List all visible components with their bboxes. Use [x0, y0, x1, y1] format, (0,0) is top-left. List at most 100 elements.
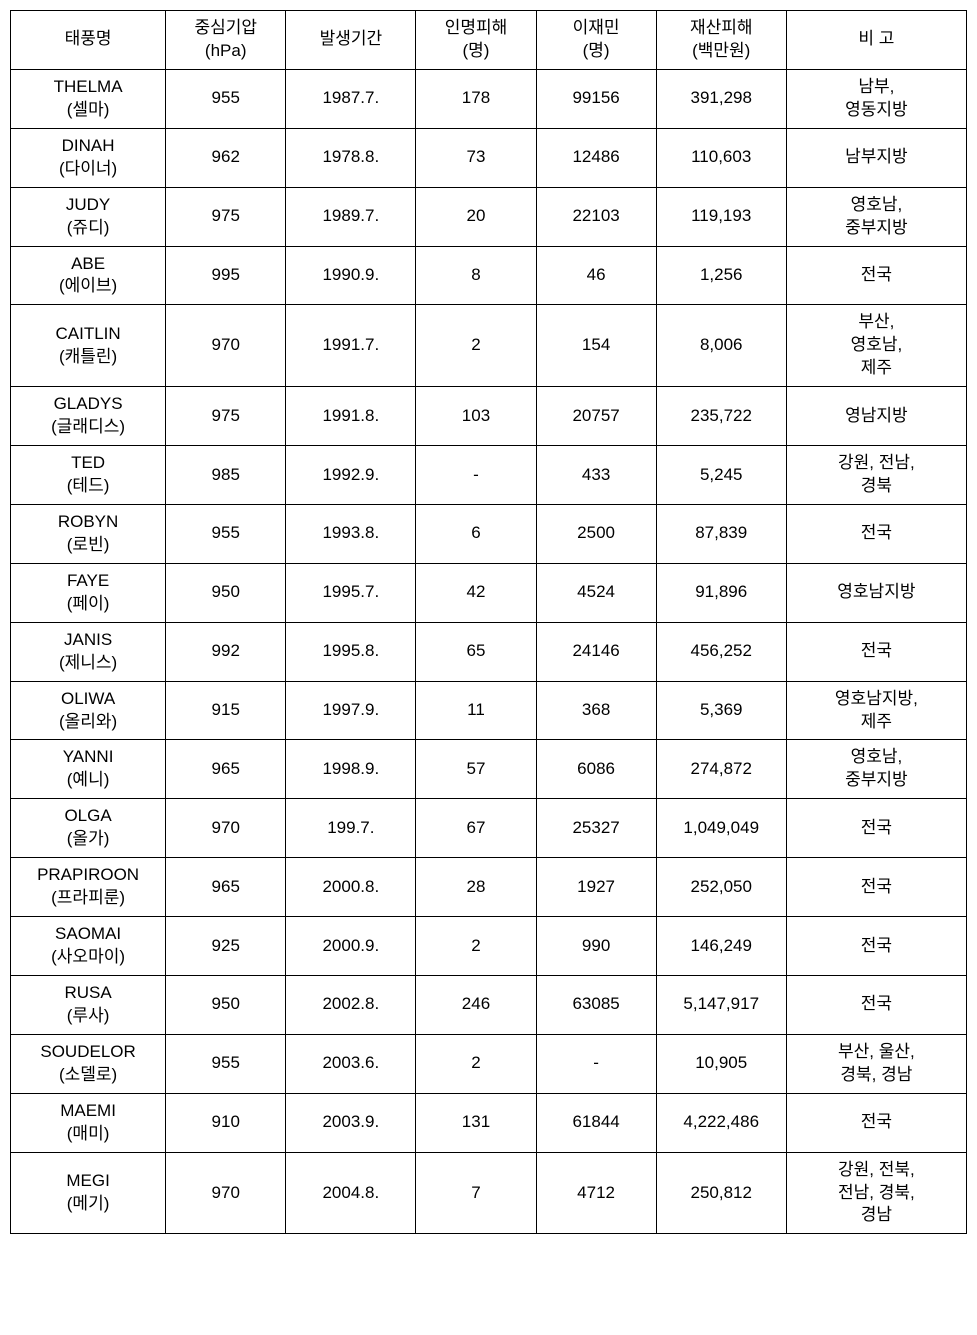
cell-pressure: 975 — [166, 187, 286, 246]
table-row: MEGI (메기)9702004.8.74712250,812강원, 전북, 전… — [11, 1152, 967, 1234]
cell-period: 1991.7. — [286, 305, 416, 387]
table-body: THELMA (셀마)9551987.7.17899156391,298남부, … — [11, 69, 967, 1234]
header-name: 태풍명 — [11, 11, 166, 70]
cell-displaced: 61844 — [536, 1093, 656, 1152]
cell-damage: 5,147,917 — [656, 975, 786, 1034]
cell-displaced: 25327 — [536, 799, 656, 858]
cell-pressure: 970 — [166, 799, 286, 858]
cell-period: 1990.9. — [286, 246, 416, 305]
cell-damage: 110,603 — [656, 128, 786, 187]
cell-pressure: 962 — [166, 128, 286, 187]
cell-damage: 10,905 — [656, 1034, 786, 1093]
cell-displaced: 24146 — [536, 622, 656, 681]
cell-damage: 456,252 — [656, 622, 786, 681]
cell-displaced: 2500 — [536, 504, 656, 563]
cell-name: JUDY (쥬디) — [11, 187, 166, 246]
cell-damage: 252,050 — [656, 858, 786, 917]
cell-damage: 87,839 — [656, 504, 786, 563]
cell-displaced: 990 — [536, 917, 656, 976]
cell-name: CAITLIN (캐틀린) — [11, 305, 166, 387]
header-casualties: 인명피해 (명) — [416, 11, 536, 70]
cell-remarks: 영호남지방, 제주 — [786, 681, 966, 740]
cell-damage: 1,256 — [656, 246, 786, 305]
table-row: JUDY (쥬디)9751989.7.2022103119,193영호남, 중부… — [11, 187, 967, 246]
cell-damage: 91,896 — [656, 563, 786, 622]
table-row: YANNI (예니)9651998.9.576086274,872영호남, 중부… — [11, 740, 967, 799]
table-row: ROBYN (로빈)9551993.8.6250087,839전국 — [11, 504, 967, 563]
cell-name: GLADYS (글래디스) — [11, 387, 166, 446]
cell-pressure: 975 — [166, 387, 286, 446]
cell-name: MEGI (메기) — [11, 1152, 166, 1234]
cell-period: 1989.7. — [286, 187, 416, 246]
table-row: GLADYS (글래디스)9751991.8.10320757235,722영남… — [11, 387, 967, 446]
cell-period: 1998.9. — [286, 740, 416, 799]
cell-name: PRAPIROON (프라피룬) — [11, 858, 166, 917]
cell-name: OLGA (올가) — [11, 799, 166, 858]
cell-name: ROBYN (로빈) — [11, 504, 166, 563]
cell-name: RUSA (루사) — [11, 975, 166, 1034]
cell-remarks: 남부, 영동지방 — [786, 69, 966, 128]
cell-casualties: 131 — [416, 1093, 536, 1152]
cell-remarks: 전국 — [786, 504, 966, 563]
cell-period: 1995.8. — [286, 622, 416, 681]
cell-period: 2003.9. — [286, 1093, 416, 1152]
cell-remarks: 전국 — [786, 858, 966, 917]
cell-pressure: 970 — [166, 305, 286, 387]
cell-casualties: 246 — [416, 975, 536, 1034]
cell-remarks: 부산, 영호남, 제주 — [786, 305, 966, 387]
cell-casualties: 178 — [416, 69, 536, 128]
cell-damage: 250,812 — [656, 1152, 786, 1234]
table-header-row: 태풍명 중심기압 (hPa) 발생기간 인명피해 (명) 이재민 (명) 재산피… — [11, 11, 967, 70]
cell-remarks: 전국 — [786, 246, 966, 305]
cell-remarks: 전국 — [786, 1093, 966, 1152]
table-row: PRAPIROON (프라피룬)9652000.8.281927252,050전… — [11, 858, 967, 917]
cell-damage: 5,369 — [656, 681, 786, 740]
table-row: TED (테드)9851992.9.-4335,245강원, 전남, 경북 — [11, 446, 967, 505]
header-displaced: 이재민 (명) — [536, 11, 656, 70]
cell-displaced: 4524 — [536, 563, 656, 622]
cell-casualties: 11 — [416, 681, 536, 740]
table-row: FAYE (페이)9501995.7.42452491,896영호남지방 — [11, 563, 967, 622]
cell-damage: 5,245 — [656, 446, 786, 505]
cell-pressure: 992 — [166, 622, 286, 681]
cell-period: 1997.9. — [286, 681, 416, 740]
cell-period: 2000.8. — [286, 858, 416, 917]
cell-pressure: 970 — [166, 1152, 286, 1234]
cell-period: 1978.8. — [286, 128, 416, 187]
cell-remarks: 부산, 울산, 경북, 경남 — [786, 1034, 966, 1093]
cell-period: 2003.6. — [286, 1034, 416, 1093]
cell-casualties: 65 — [416, 622, 536, 681]
cell-damage: 391,298 — [656, 69, 786, 128]
cell-casualties: 73 — [416, 128, 536, 187]
cell-displaced: 99156 — [536, 69, 656, 128]
table-row: SOUDELOR (소델로)9552003.6.2-10,905부산, 울산, … — [11, 1034, 967, 1093]
cell-displaced: 6086 — [536, 740, 656, 799]
cell-period: 2004.8. — [286, 1152, 416, 1234]
table-row: JANIS (제니스)9921995.8.6524146456,252전국 — [11, 622, 967, 681]
cell-period: 2002.8. — [286, 975, 416, 1034]
cell-name: FAYE (페이) — [11, 563, 166, 622]
cell-pressure: 965 — [166, 858, 286, 917]
cell-pressure: 985 — [166, 446, 286, 505]
cell-displaced: 1927 — [536, 858, 656, 917]
cell-displaced: 154 — [536, 305, 656, 387]
table-row: SAOMAI (사오마이)9252000.9.2990146,249전국 — [11, 917, 967, 976]
cell-casualties: - — [416, 446, 536, 505]
cell-pressure: 965 — [166, 740, 286, 799]
cell-period: 1993.8. — [286, 504, 416, 563]
cell-remarks: 영남지방 — [786, 387, 966, 446]
table-row: OLGA (올가)970199.7.67253271,049,049전국 — [11, 799, 967, 858]
cell-remarks: 영호남, 중부지방 — [786, 740, 966, 799]
header-remarks: 비 고 — [786, 11, 966, 70]
cell-displaced: 46 — [536, 246, 656, 305]
cell-period: 1992.9. — [286, 446, 416, 505]
table-row: CAITLIN (캐틀린)9701991.7.21548,006부산, 영호남,… — [11, 305, 967, 387]
cell-casualties: 2 — [416, 917, 536, 976]
cell-casualties: 42 — [416, 563, 536, 622]
cell-remarks: 강원, 전북, 전남, 경북, 경남 — [786, 1152, 966, 1234]
cell-name: JANIS (제니스) — [11, 622, 166, 681]
cell-period: 1991.8. — [286, 387, 416, 446]
cell-displaced: 368 — [536, 681, 656, 740]
cell-name: OLIWA (올리와) — [11, 681, 166, 740]
cell-casualties: 28 — [416, 858, 536, 917]
